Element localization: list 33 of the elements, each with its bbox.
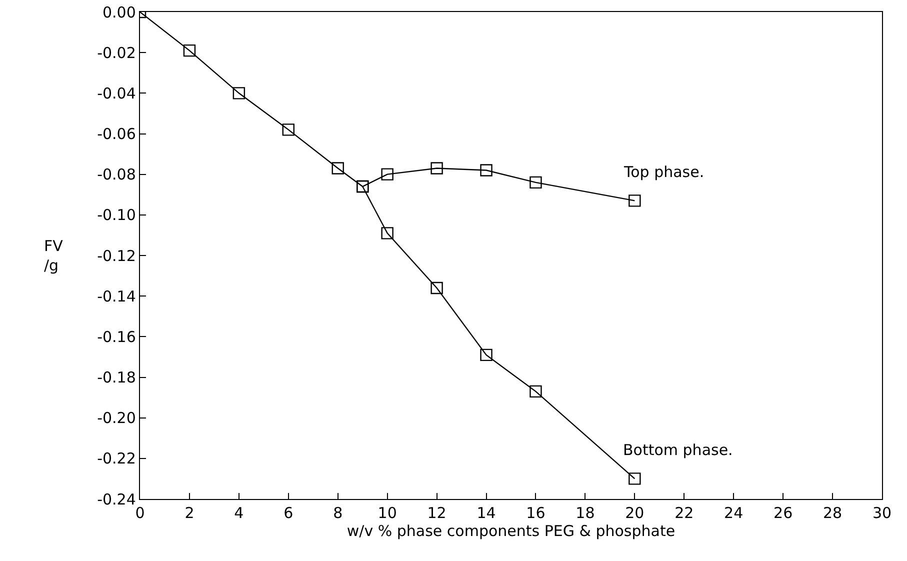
y-tick-label: 0.00 xyxy=(102,3,136,22)
x-tick-label: 14 xyxy=(476,504,496,522)
x-tick-label: 2 xyxy=(184,504,194,522)
y-tick-label: -0.24 xyxy=(97,490,136,508)
x-tick-label: 30 xyxy=(872,504,892,522)
y-tick-label: -0.16 xyxy=(97,328,136,346)
x-axis-title: w/v % phase components PEG & phosphate xyxy=(346,522,676,540)
x-tick-label: 22 xyxy=(674,504,694,522)
y-tick-label: -0.10 xyxy=(97,206,136,224)
x-tick-label: 28 xyxy=(822,504,842,522)
y-tick-label: -0.12 xyxy=(97,246,136,265)
x-tick-label: 26 xyxy=(774,504,793,522)
y-tick-label: -0.02 xyxy=(97,44,136,62)
y-tick-label: -0.22 xyxy=(97,450,136,468)
x-tick-label: 0 xyxy=(135,504,145,522)
x-tick-label: 10 xyxy=(378,504,397,522)
y-tick-label: -0.06 xyxy=(97,125,136,143)
series-label: Bottom phase. xyxy=(623,441,733,459)
y-axis-title: FV /g xyxy=(44,237,64,274)
y-tick-label: -0.20 xyxy=(97,409,136,428)
y-tick-label: -0.18 xyxy=(97,368,136,386)
x-tick-label: 24 xyxy=(724,504,744,522)
x-tick-label: 6 xyxy=(284,504,294,522)
x-tick-label: 18 xyxy=(576,504,595,522)
series-label: Top phase. xyxy=(623,163,704,181)
x-tick-label: 4 xyxy=(234,504,244,522)
y-tick-label: -0.04 xyxy=(97,84,136,102)
y-tick-label: -0.14 xyxy=(97,287,136,306)
y-tick-label: -0.08 xyxy=(97,166,136,184)
x-tick-label: 8 xyxy=(333,504,343,522)
x-tick-label: 12 xyxy=(427,504,446,522)
x-tick-label: 16 xyxy=(526,504,546,522)
x-tick-label: 20 xyxy=(625,504,644,522)
